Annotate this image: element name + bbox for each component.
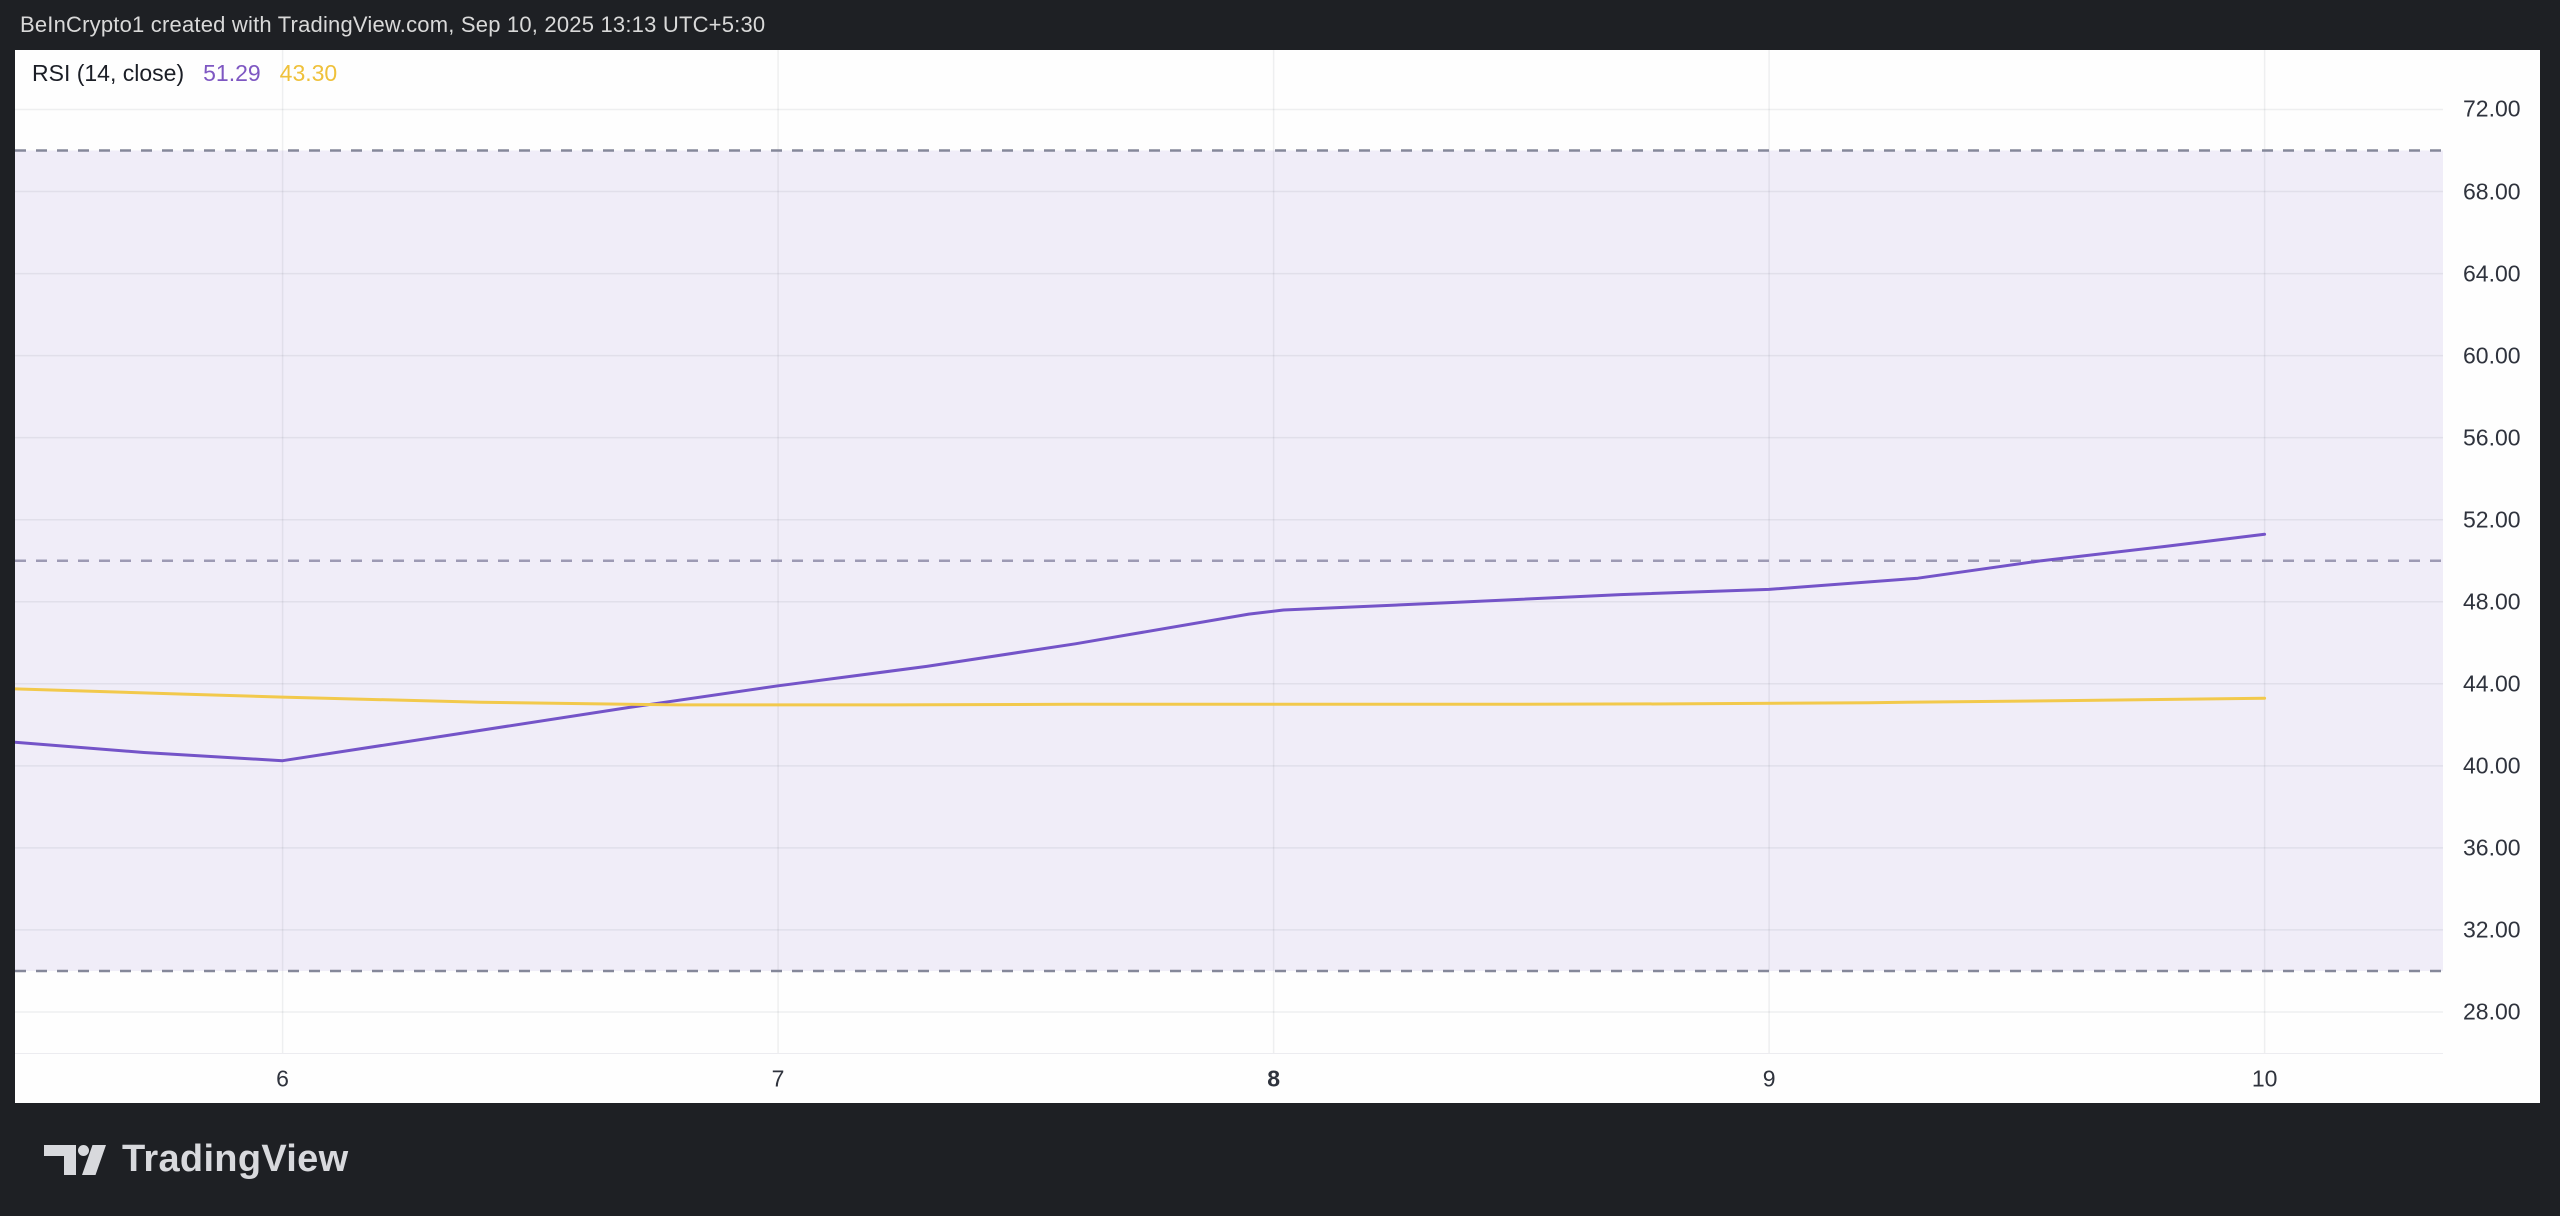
y-axis-label: 72.00	[2463, 95, 2521, 122]
x-axis-label: 8	[1267, 1065, 1280, 1092]
y-axis-label: 32.00	[2463, 916, 2521, 943]
footer-bar: TradingView	[0, 1103, 2560, 1216]
series-rsi	[15, 532, 2267, 763]
y-axis-label: 48.00	[2463, 588, 2521, 615]
y-axis-label: 28.00	[2463, 998, 2521, 1025]
series-rsi-based-ma	[15, 687, 2267, 707]
y-axis-label: 60.00	[2463, 342, 2521, 369]
y-axis-label: 64.00	[2463, 260, 2521, 287]
tradingview-wordmark: TradingView	[122, 1138, 349, 1180]
attribution-text: BeInCrypto1 created with TradingView.com…	[20, 12, 766, 37]
x-axis-label: 10	[2251, 1065, 2278, 1092]
x-axis-label: 9	[1762, 1065, 1776, 1092]
ma-value: 43.30	[279, 60, 338, 86]
tradingview-logo-icon	[44, 1144, 106, 1175]
y-axis-label: 44.00	[2463, 670, 2521, 697]
y-axis-label: 52.00	[2463, 506, 2521, 533]
top-attribution-bar: BeInCrypto1 created with TradingView.com…	[0, 0, 2560, 50]
time-scale-axis[interactable]: 6 7 8 9 10	[15, 1053, 2443, 1104]
y-axis-label: 36.00	[2463, 834, 2521, 861]
y-axis-label: 68.00	[2463, 178, 2521, 205]
y-axis-label: 40.00	[2463, 752, 2521, 779]
rsi-chart-svg	[15, 50, 2443, 1053]
rsi-value: 51.29	[203, 60, 261, 86]
rsi-plot-canvas[interactable]	[15, 50, 2443, 1053]
indicator-legend: RSI (14, close) 51.29 43.30	[32, 60, 337, 87]
y-axis-label: 56.00	[2463, 424, 2521, 451]
x-axis-label: 6	[276, 1065, 289, 1092]
x-axis-label: 7	[771, 1065, 785, 1092]
indicator-name: RSI (14, close)	[32, 60, 185, 86]
price-scale-axis[interactable]: 72.00 68.00 64.00 60.00 56.00 52.00 48.00 44.00…	[2443, 50, 2540, 1053]
chart-panel: RSI (14, close) 51.29 43.30 72.00 68.00 64…	[15, 50, 2540, 1104]
tradingview-logo[interactable]: TradingView	[44, 1138, 348, 1181]
